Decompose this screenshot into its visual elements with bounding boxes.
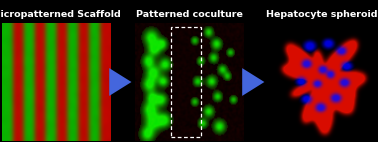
Text: Micropatterned Scaffold: Micropatterned Scaffold [0,10,121,19]
Text: Hepatocyte spheroid: Hepatocyte spheroid [266,10,378,19]
Text: Patterned coculture: Patterned coculture [136,10,242,19]
Bar [170,27,201,137]
